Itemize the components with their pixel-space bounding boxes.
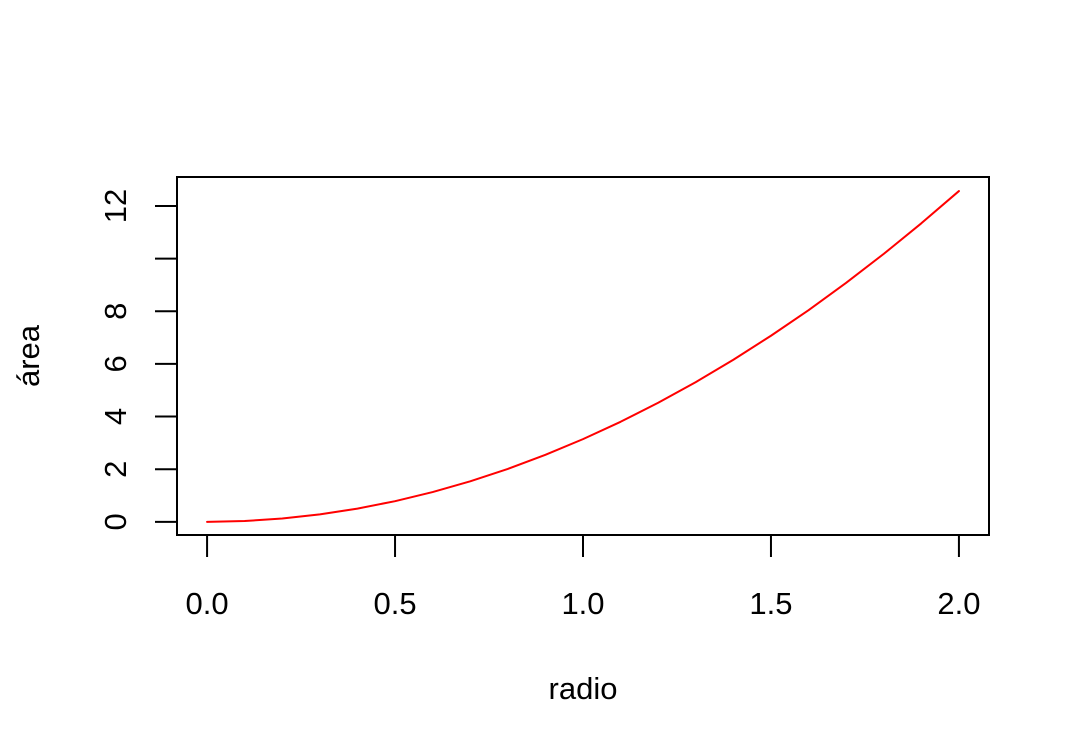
x-axis-title: radio xyxy=(549,671,618,706)
y-tick-label: 0 xyxy=(98,513,133,530)
y-tick-label: 2 xyxy=(98,461,133,478)
series-line xyxy=(206,190,960,523)
y-axis-title: área xyxy=(11,324,46,387)
x-tick-label: 2.0 xyxy=(937,586,980,621)
x-tick-label: 0.0 xyxy=(186,586,229,621)
plot-frame xyxy=(176,176,990,536)
y-tick-label: 6 xyxy=(98,355,133,372)
x-tick-label: 1.5 xyxy=(749,586,792,621)
y-axis: 0 2 4 6 8 12 xyxy=(98,189,178,530)
y-tick-label: 4 xyxy=(98,408,133,425)
series-layer xyxy=(206,190,960,523)
x-axis: 0.0 0.5 1.0 1.5 2.0 xyxy=(186,534,980,621)
x-tick-label: 0.5 xyxy=(373,586,416,621)
x-tick-label: 1.0 xyxy=(561,586,604,621)
y-tick-label: 8 xyxy=(98,303,133,320)
y-tick-label: 12 xyxy=(98,189,133,223)
